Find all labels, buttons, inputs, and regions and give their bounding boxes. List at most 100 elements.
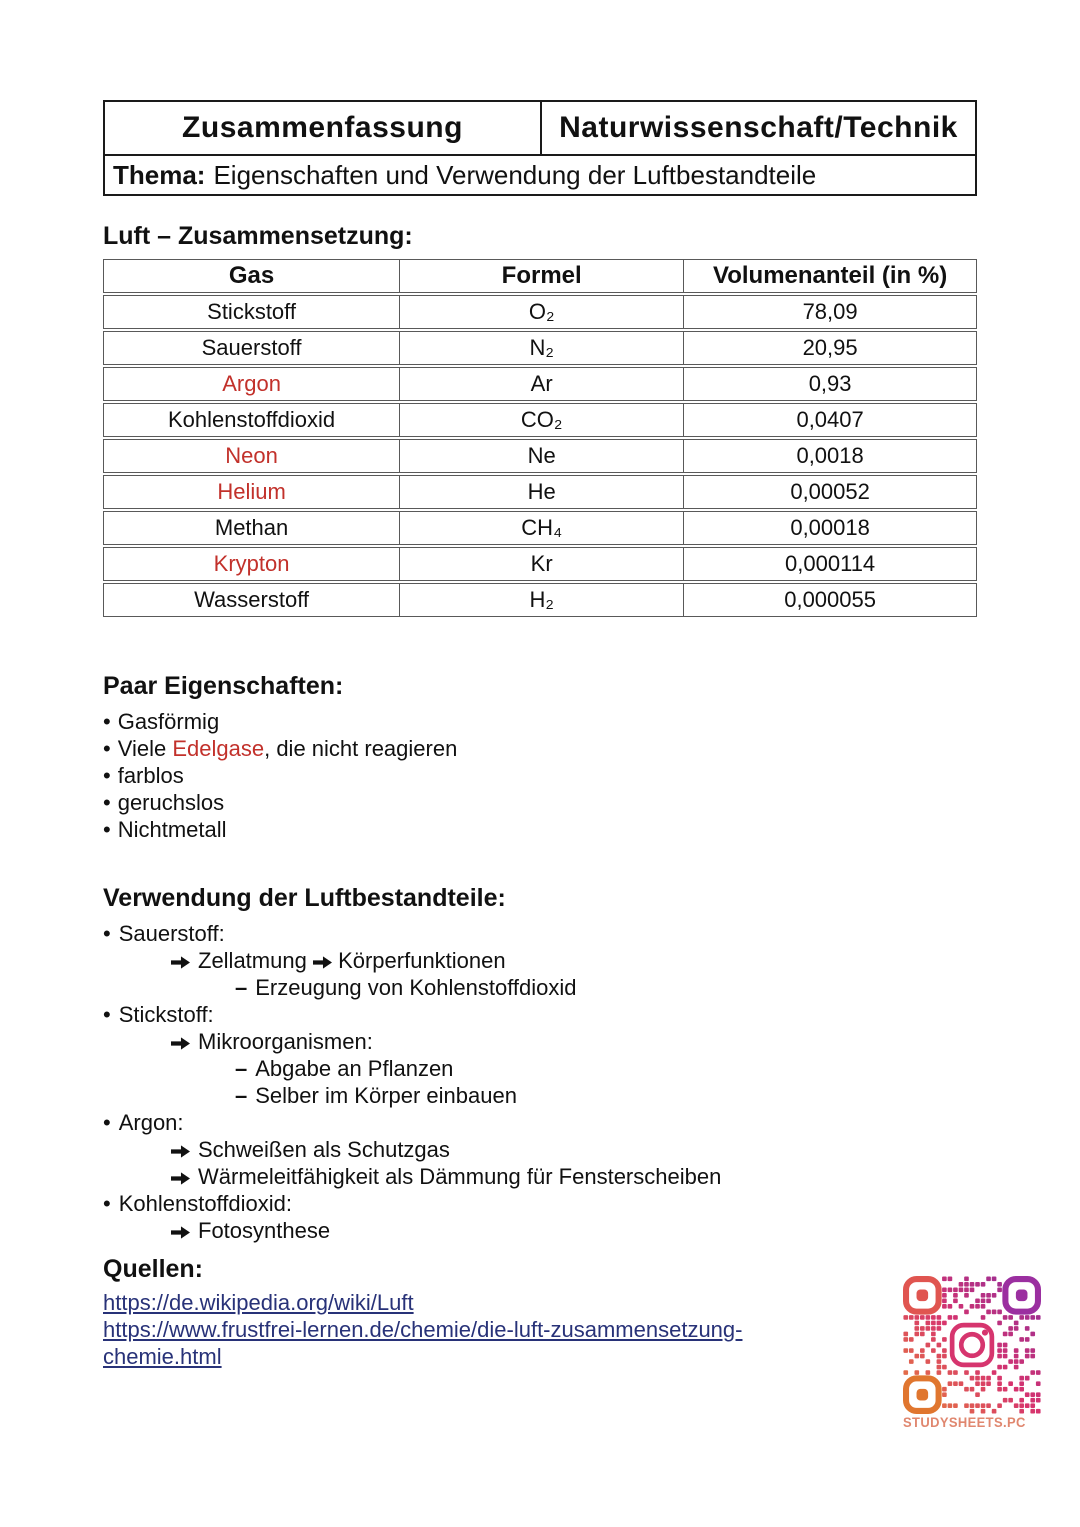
arrow-icon [171, 1137, 190, 1162]
table-row: Methan CH₄ 0,00018 [103, 511, 977, 545]
arrow-icon [171, 1218, 190, 1243]
bullet-marker: • [103, 1002, 111, 1027]
formel-cell: CH₄ [400, 511, 685, 545]
usage-line: – Erzeugung von Kohlenstoffdioxid [103, 974, 1003, 1001]
table-row: Krypton Kr 0,000114 [103, 547, 977, 581]
gas-cell: Stickstoff [103, 295, 401, 329]
usage-line: • Kohlenstoffdioxid: [103, 1190, 1003, 1217]
sources-links: https://de.wikipedia.org/wiki/Luft https:… [103, 1289, 803, 1370]
usage-text: Stickstoff: [118, 1002, 214, 1027]
summary-title: Zusammenfassung [105, 102, 542, 154]
table-row: Stickstoff O₂ 78,09 [103, 295, 977, 329]
table-row: Argon Ar 0,93 [103, 367, 977, 401]
properties-heading: Paar Eigenschaften: [103, 672, 344, 700]
usage-line: Zellatmung Körperfunktionen [103, 947, 1003, 974]
usage-text: Sauerstoff: [118, 921, 225, 946]
bullet-marker: • [103, 709, 111, 734]
source-link[interactable]: https://www.frustfrei-lernen.de/chemie/d… [103, 1317, 743, 1369]
usage-text: Schweißen als Schutzgas [198, 1137, 450, 1162]
column-header-gas: Gas [103, 259, 401, 293]
table-row: Kohlenstoffdioxid CO₂ 0,0407 [103, 403, 977, 437]
usage-text: Erzeugung von Kohlenstoffdioxid [255, 975, 577, 1000]
anteil-cell: 0,000055 [684, 583, 977, 617]
property-text: farblos [117, 763, 184, 788]
usage-text: Argon: [118, 1110, 184, 1135]
usage-line: Wärmeleitfähigkeit als Dämmung für Fenst… [103, 1163, 1003, 1190]
usage-line: • Argon: [103, 1109, 1003, 1136]
column-header-volumenanteil: Volumenanteil (in %) [684, 259, 977, 293]
header-box: Zusammenfassung Naturwissenschaft/Techni… [103, 100, 977, 196]
gas-cell: Methan [103, 511, 401, 545]
usage-line: • Stickstoff: [103, 1001, 1003, 1028]
column-header-formel: Formel [400, 259, 685, 293]
usage-line: Mikroorganismen: [103, 1028, 1003, 1055]
anteil-cell: 0,0407 [684, 403, 977, 437]
formel-cell: He [400, 475, 685, 509]
formel-cell: Kr [400, 547, 685, 581]
sources-section: Quellen: https://de.wikipedia.org/wiki/L… [103, 1255, 813, 1370]
usage-text: Wärmeleitfähigkeit als Dämmung für Fenst… [198, 1164, 722, 1189]
table-row: Sauerstoff N₂ 20,95 [103, 331, 977, 365]
sources-heading: Quellen: [103, 1255, 204, 1283]
bullet-marker: • [103, 1191, 111, 1216]
usage-text: Fotosynthese [198, 1218, 331, 1243]
property-item: • Gasförmig [103, 708, 977, 735]
usage-line: Fotosynthese [103, 1217, 1003, 1244]
gas-cell: Kohlenstoffdioxid [103, 403, 401, 437]
anteil-cell: 20,95 [684, 331, 977, 365]
anteil-cell: 0,93 [684, 367, 977, 401]
usage-section: Verwendung der Luftbestandteile: • Sauers… [103, 884, 1003, 1244]
qr-block: STUDYSHEETS.PC [903, 1276, 1045, 1430]
qr-caption: STUDYSHEETS.PC [903, 1415, 1026, 1430]
composition-table: Gas Formel Volumenanteil (in %) Sticksto… [103, 257, 977, 619]
gas-cell: Helium [103, 475, 401, 509]
composition-table-body: Stickstoff O₂ 78,09 Sauerstoff N₂ 20,95 … [103, 295, 977, 617]
usage-line: • Sauerstoff: [103, 920, 1003, 947]
arrow-icon [171, 948, 190, 973]
property-text: Gasförmig [117, 709, 220, 734]
source-link[interactable]: https://de.wikipedia.org/wiki/Luft [103, 1290, 414, 1315]
instagram-qr-code [903, 1276, 1041, 1414]
formel-cell: N₂ [400, 331, 685, 365]
anteil-cell: 0,0018 [684, 439, 977, 473]
formel-cell: O₂ [400, 295, 685, 329]
usage-text: Zellatmung [198, 948, 313, 973]
anteil-cell: 0,00018 [684, 511, 977, 545]
property-text: Nichtmetall [117, 817, 227, 842]
property-item: • geruchslos [103, 789, 977, 816]
gas-cell: Neon [103, 439, 401, 473]
gas-cell: Argon [103, 367, 401, 401]
dash-marker: – [235, 1083, 248, 1108]
formel-cell: H₂ [400, 583, 685, 617]
usage-text: Körperfunktionen [331, 948, 506, 973]
arrow-icon [171, 1029, 190, 1054]
usage-line: – Selber im Körper einbauen [103, 1082, 1003, 1109]
bullet-marker: • [103, 817, 111, 842]
property-item: • Viele Edelgase, die nicht reagieren [103, 735, 977, 762]
arrow-icon [312, 948, 332, 973]
formel-cell: Ne [400, 439, 685, 473]
property-item: • farblos [103, 762, 977, 789]
thema-label: Thema: [113, 159, 206, 190]
usage-text: Kohlenstoffdioxid: [118, 1191, 292, 1216]
usage-text: Abgabe an Pflanzen [255, 1056, 454, 1081]
gas-cell: Sauerstoff [103, 331, 401, 365]
formel-cell: CO₂ [400, 403, 685, 437]
thema-row: Thema: Eigenschaften und Verwendung der … [105, 154, 975, 194]
dash-marker: – [235, 975, 248, 1000]
usage-text: Mikroorganismen: [198, 1029, 373, 1054]
properties-section: Paar Eigenschaften: • Gasförmig • Viele Ede… [103, 672, 977, 843]
table-row: Neon Ne 0,0018 [103, 439, 977, 473]
property-item: • Nichtmetall [103, 816, 977, 843]
gas-cell: Krypton [103, 547, 401, 581]
anteil-cell: 0,00052 [684, 475, 977, 509]
table-row: Helium He 0,00052 [103, 475, 977, 509]
anteil-cell: 0,000114 [684, 547, 977, 581]
usage-line: – Abgabe an Pflanzen [103, 1055, 1003, 1082]
table-row: Wasserstoff H₂ 0,000055 [103, 583, 977, 617]
bullet-marker: • [103, 763, 111, 788]
thema-text: Eigenschaften und Verwendung der Luftbes… [213, 159, 817, 190]
anteil-cell: 78,09 [684, 295, 977, 329]
bullet-marker: • [103, 1110, 111, 1135]
